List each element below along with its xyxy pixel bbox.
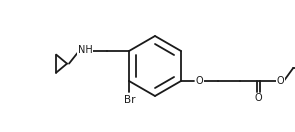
Text: O: O [277, 76, 285, 86]
Text: NH: NH [78, 45, 92, 55]
Text: Br: Br [124, 95, 136, 105]
Text: O: O [255, 93, 263, 103]
Text: O: O [196, 76, 203, 86]
